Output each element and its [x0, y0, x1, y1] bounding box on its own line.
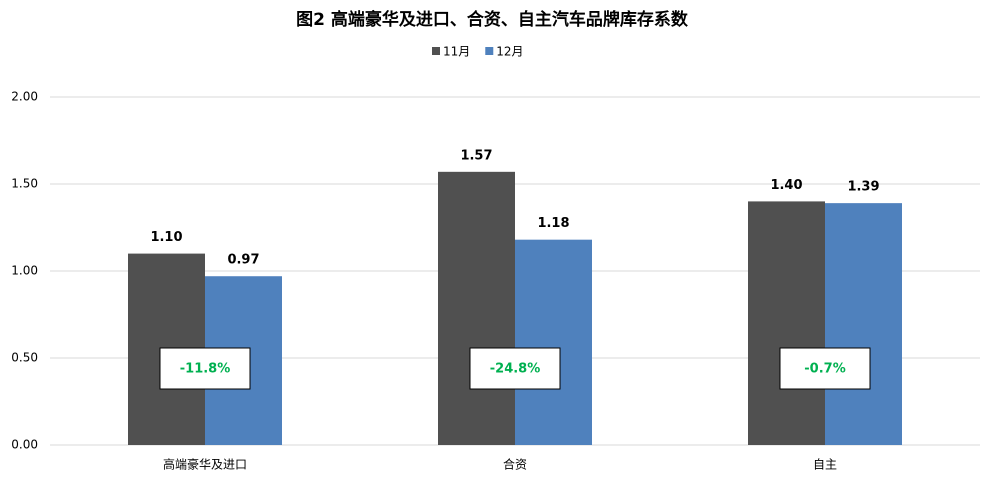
annotation: -24.8% — [490, 362, 541, 377]
annotation-box — [469, 347, 561, 390]
bar — [438, 171, 515, 445]
value-label: 1.39 — [847, 180, 879, 195]
x-tick-label: 高端豪华及进口 — [163, 457, 247, 472]
value-label: 0.97 — [227, 253, 259, 268]
value-label: 1.40 — [770, 178, 802, 193]
y-tick-label: 0.50 — [11, 351, 38, 365]
y-tick-label: 1.50 — [11, 177, 38, 191]
value-label: 1.18 — [537, 216, 569, 231]
value-label: 1.57 — [460, 148, 492, 163]
annotation: -0.7% — [804, 362, 845, 377]
y-tick-label: 2.00 — [11, 90, 38, 104]
annotation-box — [779, 347, 871, 390]
bar — [515, 239, 592, 445]
value-label: 1.10 — [150, 230, 182, 245]
legend-label: 11月 — [443, 45, 470, 59]
legend-swatch — [485, 47, 494, 55]
annotation: -11.8% — [180, 362, 231, 377]
x-tick-label: 自主 — [813, 458, 837, 472]
bar — [825, 203, 902, 445]
x-tick-label: 合资 — [503, 457, 527, 472]
y-tick-label: 0.00 — [11, 438, 38, 452]
legend-label: 12月 — [496, 45, 523, 59]
y-tick-label: 1.00 — [11, 264, 38, 278]
bar — [748, 201, 825, 445]
annotation-box — [159, 347, 251, 390]
legend-swatch — [432, 47, 440, 55]
chart-title: 图2 高端豪华及进口、合资、自主汽车品牌库存系数 — [296, 9, 689, 30]
